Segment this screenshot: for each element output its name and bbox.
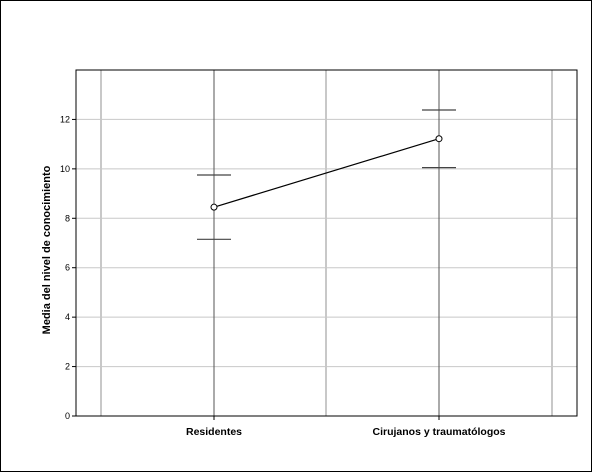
data-point: [210, 203, 218, 211]
x-tick-label: Cirujanos y traumatólogos: [372, 426, 505, 438]
x-tick-label: Residentes: [186, 426, 242, 438]
plot-area: [75, 69, 578, 417]
y-tick-label: 12: [60, 114, 70, 124]
vertical-gridlines: [100, 70, 553, 416]
series-path: [213, 138, 440, 208]
y-axis-title: Media del nivel de conocimiento: [41, 165, 53, 334]
y-tick-label: 8: [65, 213, 70, 223]
series-line: [210, 135, 443, 211]
y-tick-label: 2: [65, 362, 70, 372]
x-axis: Residentes Cirujanos y traumatólogos: [186, 416, 506, 438]
data-point: [435, 135, 443, 143]
y-axis: 0 2 4 6 8 10 12: [60, 114, 76, 421]
y-tick-label: 0: [65, 411, 70, 421]
y-tick-label: 6: [65, 263, 70, 273]
y-tick-label: 10: [60, 164, 70, 174]
error-bars: [197, 109, 456, 240]
y-tick-label: 4: [65, 312, 70, 322]
